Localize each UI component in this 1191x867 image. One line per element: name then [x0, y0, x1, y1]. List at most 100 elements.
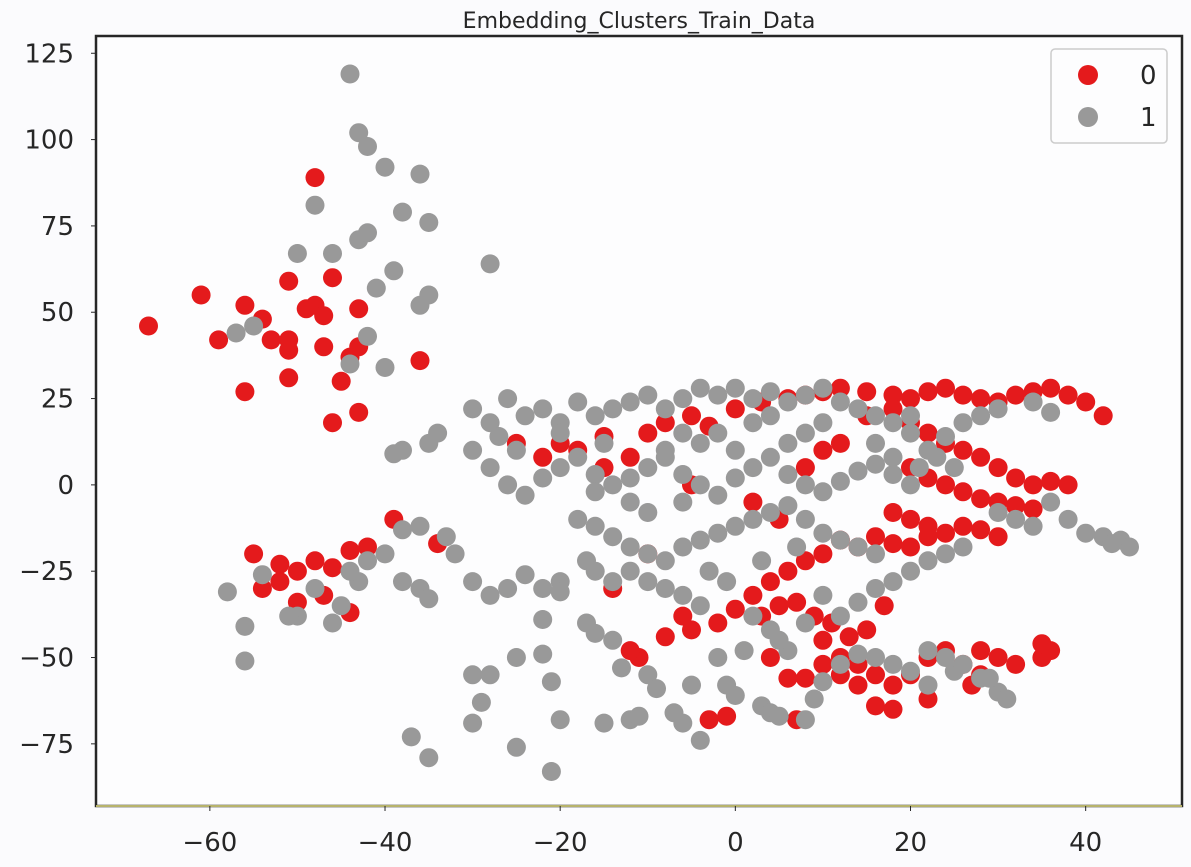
legend-label-0: 0 [1140, 61, 1157, 91]
data-point-series-1 [638, 665, 658, 685]
data-point-series-1 [997, 689, 1017, 709]
data-point-series-0 [699, 710, 719, 730]
data-point-series-1 [708, 485, 728, 505]
data-point-series-1 [358, 326, 377, 346]
data-point-series-1 [813, 482, 833, 502]
data-point-series-0 [209, 330, 229, 350]
data-point-series-1 [480, 458, 500, 478]
data-point-series-1 [585, 465, 605, 484]
data-point-series-1 [550, 458, 570, 478]
data-point-series-1 [936, 544, 955, 564]
data-point-series-1 [463, 399, 483, 419]
data-point-series-1 [883, 413, 903, 433]
data-point-series-1 [918, 675, 938, 695]
data-point-series-1 [901, 561, 920, 581]
data-point-series-1 [620, 468, 640, 488]
data-point-series-0 [235, 382, 255, 402]
data-point-series-1 [603, 630, 623, 650]
x-tick-label: −60 [182, 828, 237, 858]
data-point-series-1 [585, 406, 605, 426]
data-point-series-1 [323, 244, 342, 263]
data-point-series-0 [287, 561, 307, 581]
legend: 0 1 [1050, 48, 1168, 144]
data-point-series-0 [244, 544, 264, 564]
x-tick-label: 20 [894, 828, 927, 858]
data-point-series-1 [489, 427, 509, 446]
data-point-series-0 [971, 520, 991, 540]
data-point-series-1 [708, 648, 728, 667]
data-point-series-1 [655, 440, 675, 460]
data-point-series-0 [760, 648, 780, 667]
data-point-series-0 [1032, 634, 1052, 654]
data-point-series-0 [971, 447, 991, 467]
data-point-series-0 [1076, 392, 1096, 412]
data-point-series-1 [620, 492, 640, 512]
data-point-series-1 [498, 389, 518, 409]
data-point-series-1 [690, 530, 710, 550]
data-point-series-1 [1041, 492, 1061, 512]
data-point-series-0 [349, 299, 369, 319]
data-point-series-0 [1041, 378, 1061, 398]
data-point-series-0 [314, 306, 334, 326]
series-1 [217, 64, 1139, 781]
data-point-series-0 [936, 475, 955, 495]
data-point-series-1 [813, 672, 833, 692]
data-point-series-1 [506, 737, 526, 757]
legend-marker-1 [1078, 107, 1098, 127]
y-tick-label: 125 [24, 39, 74, 69]
data-point-series-1 [655, 551, 675, 571]
data-point-series-1 [323, 613, 342, 633]
chart-title: Embedding_Clusters_Train_Data [463, 9, 816, 34]
data-point-series-1 [830, 654, 850, 674]
data-point-series-0 [358, 537, 377, 557]
data-point-series-1 [795, 509, 815, 529]
data-point-series-1 [568, 447, 588, 467]
data-point-series-1 [506, 648, 526, 667]
data-point-series-0 [883, 699, 903, 719]
data-point-series-1 [410, 295, 430, 315]
data-point-series-1 [743, 413, 763, 433]
data-point-series-1 [953, 413, 973, 433]
data-point-series-1 [585, 561, 605, 581]
data-point-series-1 [620, 537, 640, 557]
data-point-series-0 [279, 368, 299, 388]
data-point-series-0 [270, 554, 290, 574]
data-point-series-1 [515, 485, 535, 505]
data-point-series-1 [428, 423, 448, 443]
data-point-series-0 [953, 440, 973, 460]
data-point-series-1 [830, 606, 850, 626]
data-point-series-1 [603, 399, 623, 419]
data-point-series-0 [857, 620, 877, 640]
data-point-series-0 [1058, 475, 1078, 495]
data-point-series-1 [927, 447, 947, 467]
data-point-series-0 [866, 696, 885, 716]
data-point-series-1 [515, 565, 535, 585]
data-point-series-0 [655, 627, 675, 647]
data-point-series-0 [252, 579, 272, 598]
data-point-series-0 [857, 382, 877, 402]
data-point-series-1 [410, 516, 430, 536]
data-point-series-0 [813, 544, 833, 564]
data-point-series-1 [708, 523, 728, 543]
data-point-series-0 [682, 620, 701, 640]
data-point-series-1 [760, 447, 780, 467]
data-point-series-1 [971, 406, 991, 426]
data-point-series-0 [971, 489, 991, 509]
data-point-series-1 [366, 278, 386, 298]
data-point-series-1 [725, 378, 745, 398]
data-point-series-1 [778, 496, 798, 516]
data-point-series-0 [918, 689, 938, 709]
data-point-series-1 [419, 213, 439, 232]
data-point-series-1 [603, 475, 623, 495]
data-point-series-0 [813, 654, 833, 674]
data-point-series-1 [506, 440, 526, 460]
data-point-series-1 [813, 413, 833, 433]
data-point-series-1 [848, 399, 868, 419]
data-point-series-1 [918, 551, 938, 571]
data-point-series-0 [1058, 385, 1078, 405]
data-point-series-0 [725, 599, 745, 619]
data-point-series-1 [690, 475, 710, 495]
data-point-series-0 [682, 406, 701, 426]
data-point-series-1 [883, 465, 903, 484]
